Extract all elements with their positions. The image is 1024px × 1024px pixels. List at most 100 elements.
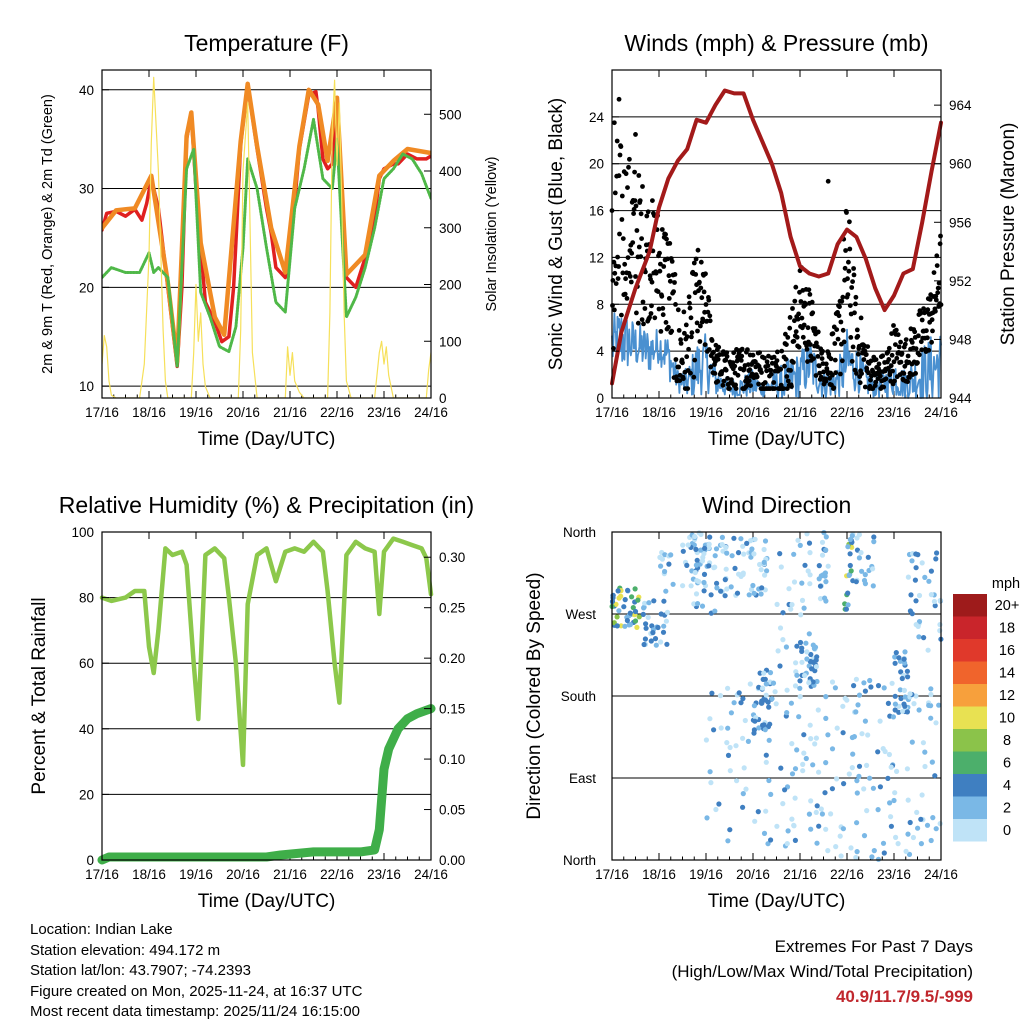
gust-point [649, 303, 654, 309]
gust-point [809, 299, 815, 305]
direction-point [728, 584, 734, 590]
direction-point [858, 550, 864, 556]
direction-point [918, 841, 925, 847]
gust-point [748, 383, 753, 388]
gust-point [775, 349, 780, 355]
gust-point [800, 334, 806, 340]
x-tick-label: 22/16 [320, 405, 354, 420]
direction-point [716, 801, 722, 807]
direction-point [865, 732, 871, 738]
x-tick-label: 20/16 [226, 867, 260, 882]
colorbar-label: 0 [1003, 823, 1011, 839]
gust-point [901, 371, 907, 376]
direction-point [762, 727, 768, 733]
direction-point [708, 780, 714, 786]
gust-point [687, 305, 693, 311]
x-tick-label: 21/16 [783, 867, 817, 882]
gust-point [768, 371, 774, 377]
x-tick-label: 20/16 [736, 405, 770, 420]
gust-point [665, 256, 670, 262]
direction-point [680, 542, 686, 548]
gust-point [693, 272, 699, 277]
direction-point [788, 606, 794, 612]
gust-point [725, 376, 730, 381]
gust-point [625, 255, 631, 260]
direction-point [765, 841, 771, 847]
direction-point [724, 740, 730, 746]
direction-point [840, 730, 846, 736]
direction-point [761, 546, 767, 553]
direction-point [808, 651, 814, 658]
direction-point [761, 722, 767, 728]
gust-point [672, 280, 677, 285]
direction-point [740, 804, 746, 810]
gust-point [771, 354, 777, 360]
gust-point [746, 378, 752, 384]
gust-point [916, 333, 921, 339]
direction-point [768, 791, 774, 798]
gust-point [889, 331, 894, 336]
direction-point [653, 642, 659, 648]
y-axis-label-left: Sonic Wind & Gust (Blue, Black) [546, 98, 567, 370]
gust-point [708, 364, 714, 370]
gust-point [936, 280, 942, 286]
direction-point [763, 808, 769, 814]
direction-point [864, 762, 870, 769]
gust-point [762, 380, 768, 385]
direction-point [625, 587, 631, 594]
direction-point [634, 624, 640, 631]
direction-point [618, 593, 624, 599]
colorbar-swatch [953, 594, 987, 617]
gust-point [853, 294, 859, 300]
direction-point [922, 763, 928, 770]
gust-point [695, 247, 701, 253]
gust-point [865, 344, 871, 349]
y-tick-label-right: 952 [949, 274, 972, 289]
direction-point [813, 809, 819, 816]
dewpoint-line [102, 117, 431, 368]
gust-point [839, 298, 845, 304]
gust-point [806, 287, 812, 293]
x-tick-label: 20/16 [736, 867, 770, 882]
direction-point [643, 625, 649, 631]
direction-point [840, 826, 847, 832]
gust-point [815, 329, 821, 335]
gust-point [876, 361, 882, 367]
gust-point [807, 342, 813, 347]
gust-point [817, 370, 823, 376]
direction-point [870, 583, 876, 589]
direction-point [865, 554, 871, 560]
direction-point [797, 685, 803, 691]
gust-point [747, 367, 753, 372]
gust-point [804, 343, 809, 349]
direction-point [756, 725, 762, 731]
direction-point [911, 701, 917, 707]
humidity-chart: 17/16 18/16 19/16 20/16 21/16 22/16 23/16 24/16… [29, 492, 474, 912]
direction-point [785, 828, 791, 834]
direction-point [760, 685, 766, 691]
direction-point [712, 553, 718, 559]
direction-point [819, 539, 826, 545]
y-tick-label-right: 0.10 [439, 752, 465, 767]
gust-point [893, 327, 899, 333]
gust-point [778, 366, 784, 372]
gust-point [796, 311, 801, 317]
direction-point [751, 730, 757, 736]
direction-point [892, 707, 898, 713]
direction-point [701, 571, 708, 578]
direction-point [915, 825, 921, 831]
gust-point [892, 378, 897, 384]
y-axis-label-right: Station Pressure (Maroon) [998, 123, 1019, 346]
gust-point [731, 350, 737, 356]
gust-point [676, 364, 682, 370]
direction-point [906, 851, 913, 858]
y-tick-label-right: 0.00 [439, 853, 465, 868]
gust-point [854, 371, 859, 376]
direction-point [856, 692, 863, 698]
gust-point [933, 293, 939, 299]
direction-point [875, 683, 882, 689]
gust-point [689, 334, 694, 340]
direction-point [729, 553, 735, 559]
direction-point [627, 610, 633, 616]
direction-point [896, 655, 902, 661]
